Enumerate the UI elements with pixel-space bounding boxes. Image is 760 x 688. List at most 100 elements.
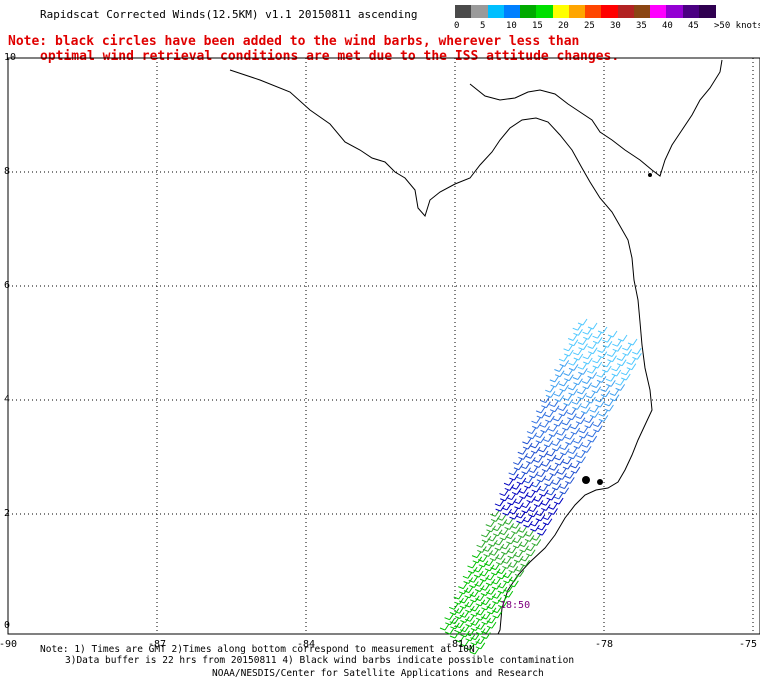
wind-barb	[606, 380, 616, 387]
x-tick-label: -84	[297, 639, 315, 650]
wind-barb	[514, 565, 525, 572]
wind-barb	[463, 586, 474, 594]
legend-swatch	[617, 5, 635, 18]
wind-barb	[548, 502, 558, 510]
wind-barb	[539, 489, 549, 497]
wind-barb	[540, 498, 551, 506]
wind-barb	[562, 423, 572, 431]
wind-barb	[479, 574, 490, 582]
wind-barb	[564, 471, 575, 479]
wind-barb	[592, 331, 602, 339]
wind-barb	[520, 462, 531, 470]
wind-barb	[459, 596, 469, 604]
wind-barb	[586, 396, 596, 404]
wind-barb	[589, 411, 600, 418]
wind-barb	[559, 360, 570, 367]
x-tick-label: -75	[739, 639, 757, 650]
wind-barb	[620, 368, 631, 376]
legend-swatch	[698, 5, 716, 18]
wind-barb	[578, 368, 588, 375]
wind-barb	[454, 635, 465, 643]
wind-barb	[573, 436, 583, 444]
wind-barb	[513, 550, 524, 558]
wind-barb	[459, 601, 470, 609]
wind-barb	[534, 431, 545, 439]
wind-barb	[558, 354, 569, 362]
wind-barb	[510, 521, 521, 529]
wind-barb	[597, 351, 608, 359]
wind-barb	[570, 427, 581, 435]
wind-barb	[444, 613, 454, 621]
wind-barb	[559, 384, 569, 392]
wind-barb	[481, 632, 491, 639]
wind-barb	[517, 525, 528, 533]
wind-barb	[553, 497, 564, 505]
wind-barb	[481, 612, 491, 620]
wind-barb	[558, 379, 569, 387]
wind-barb	[475, 608, 486, 616]
wind-barb	[626, 363, 637, 371]
wind-barb	[449, 631, 460, 639]
wind-barb	[560, 448, 570, 456]
wind-barb	[538, 450, 549, 458]
legend-swatch	[568, 5, 586, 18]
wind-barb	[622, 349, 632, 356]
legend-label: 30	[610, 21, 621, 31]
wind-barb	[615, 378, 625, 386]
wind-barb	[482, 545, 493, 552]
legend-label: 45	[688, 21, 699, 31]
wind-barb	[611, 369, 622, 377]
wind-barb	[576, 387, 587, 395]
wind-barb	[503, 590, 514, 598]
wind-barb	[460, 630, 470, 638]
wind-barb	[594, 395, 605, 403]
y-tick-label: 8	[4, 166, 10, 177]
wind-barb	[470, 595, 480, 603]
wind-barb	[475, 623, 486, 630]
wind-barb	[563, 344, 573, 352]
wind-barb	[526, 490, 536, 498]
wind-barb	[549, 400, 559, 408]
wind-barb	[464, 615, 475, 622]
wind-barb	[439, 623, 450, 631]
coastline-north	[469, 59, 723, 177]
wind-barb	[563, 369, 574, 376]
wind-barb	[455, 626, 465, 634]
wind-barb	[602, 341, 613, 348]
footer-line-1: Note: 1) Times are GMT 2)Times along bot…	[40, 644, 475, 655]
wind-barb	[591, 381, 601, 388]
wind-barb	[470, 638, 481, 646]
wind-barb	[512, 536, 522, 544]
wind-barb	[597, 346, 607, 353]
wind-barb	[465, 605, 475, 613]
wind-barb	[525, 451, 536, 459]
wind-barb	[562, 457, 573, 465]
wind-barb	[564, 432, 575, 440]
wind-barb	[587, 342, 598, 349]
legend-swatch	[520, 5, 537, 18]
wind-barb	[582, 352, 593, 360]
wind-barb	[489, 549, 499, 556]
wind-barb	[632, 347, 642, 355]
wind-barb	[549, 405, 560, 413]
wind-barb	[581, 377, 592, 384]
wind-barb	[567, 413, 577, 421]
wind-barb	[551, 444, 562, 452]
wind-barb	[530, 446, 541, 454]
wind-barb	[498, 528, 509, 536]
wind-barb	[480, 584, 490, 591]
wind-barb	[544, 479, 554, 487]
wind-barb	[531, 480, 541, 488]
wind-barb	[579, 431, 589, 439]
wind-barb	[587, 372, 598, 379]
wind-barb	[598, 409, 609, 417]
wind-barb	[587, 322, 598, 330]
wind-barb	[554, 458, 565, 466]
wind-barb	[554, 365, 564, 372]
wind-barb	[557, 473, 567, 480]
wind-barb	[596, 370, 607, 378]
wind-barb	[541, 465, 552, 472]
wind-barb	[474, 580, 484, 587]
wind-barb	[545, 385, 555, 393]
wind-barb	[617, 334, 628, 342]
